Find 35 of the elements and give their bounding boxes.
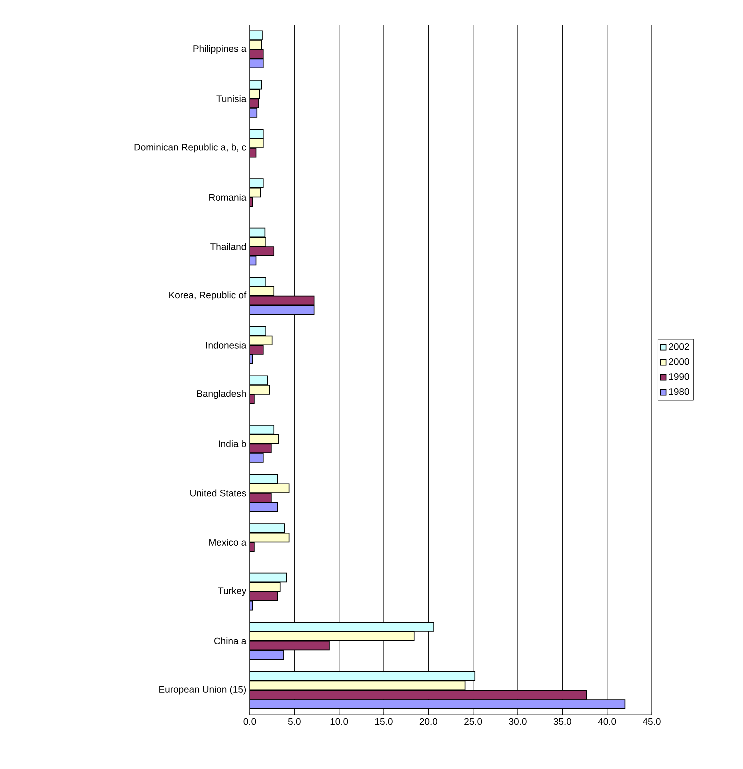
- x-tick-label: 20.0: [420, 718, 438, 726]
- bar: [250, 700, 626, 710]
- bar: [250, 502, 278, 512]
- y-tick-label: Tunisia: [216, 95, 247, 102]
- legend-label: 1980: [669, 388, 690, 396]
- bar: [250, 296, 315, 306]
- legend-label: 1990: [669, 373, 690, 380]
- y-tick-label: Romania: [210, 194, 247, 201]
- y-tick-label: Philippines a: [194, 45, 247, 54]
- legend-label: 2002: [669, 343, 690, 350]
- y-tick-label: Mexico a: [210, 539, 247, 546]
- y-tick-label: China a: [214, 638, 247, 645]
- x-tick-label: 45.0: [643, 718, 661, 726]
- y-tick-label: Dominican Republic a, b, c: [134, 144, 246, 153]
- y-tick-label: India b: [219, 440, 246, 448]
- y-tick-label: Korea, Republic of: [170, 292, 247, 300]
- x-tick-label: 15.0: [376, 718, 393, 726]
- x-tick-label: 0.0: [244, 718, 256, 726]
- x-tick-label: 10.0: [330, 718, 348, 726]
- y-tick-label: Bangladesh: [197, 390, 246, 400]
- y-tick-label: Turkey: [218, 587, 247, 596]
- y-tick-label: United States: [190, 490, 246, 497]
- bar: [250, 690, 588, 700]
- x-tick-label: 5.0: [288, 718, 301, 726]
- legend-label: 2000: [669, 358, 690, 366]
- x-tick-label: 30.0: [509, 718, 527, 726]
- y-tick-label: European Union (15): [160, 686, 246, 695]
- x-tick-label: 35.0: [554, 718, 572, 726]
- y-tick-label: Indonesia: [206, 342, 247, 349]
- x-tick-label: 25.0: [464, 718, 482, 726]
- bar: [250, 572, 288, 583]
- x-tick-label: 40.0: [598, 718, 616, 726]
- bar: [250, 640, 330, 651]
- y-tick-label: Thailand: [210, 243, 246, 250]
- bar: [250, 228, 266, 238]
